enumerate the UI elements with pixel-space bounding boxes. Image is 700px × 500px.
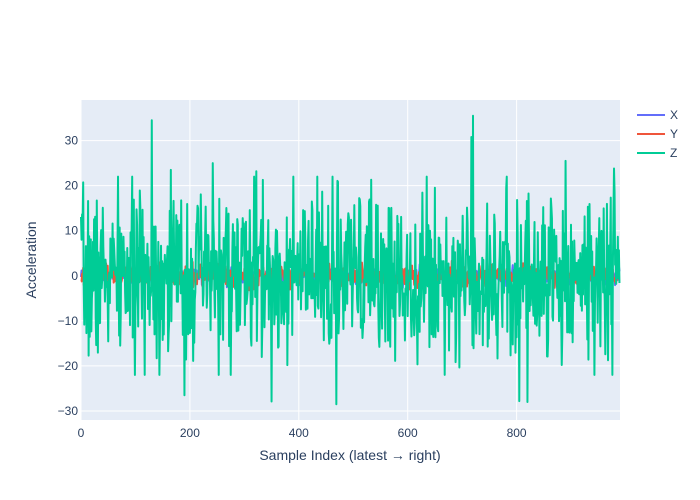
y-tick-label: 30 <box>65 134 79 148</box>
y-tick-label: −10 <box>58 314 79 328</box>
y-tick-label: 10 <box>65 224 79 238</box>
series-line-z <box>80 114 621 406</box>
y-tick-label: 0 <box>71 269 78 283</box>
x-axis-title: Sample Index (latest → right) <box>259 447 440 463</box>
legend-label-z: Z <box>670 146 677 160</box>
y-axis-title: Acceleration <box>23 221 39 298</box>
legend: XYZ <box>637 108 678 160</box>
x-tick-label: 400 <box>289 426 309 440</box>
tick-labels: 0 200 400 600 800 −30 −20 −10 0 10 20 30 <box>58 134 527 440</box>
y-tick-label: 20 <box>65 179 79 193</box>
x-tick-label: 800 <box>507 426 527 440</box>
y-tick-label: −20 <box>58 359 79 373</box>
series-layer <box>80 114 621 406</box>
legend-label-x: X <box>670 108 678 122</box>
x-tick-label: 0 <box>78 426 85 440</box>
x-tick-label: 600 <box>398 426 418 440</box>
x-tick-label: 200 <box>180 426 200 440</box>
y-tick-label: −30 <box>58 404 79 418</box>
legend-label-y: Y <box>670 127 678 141</box>
